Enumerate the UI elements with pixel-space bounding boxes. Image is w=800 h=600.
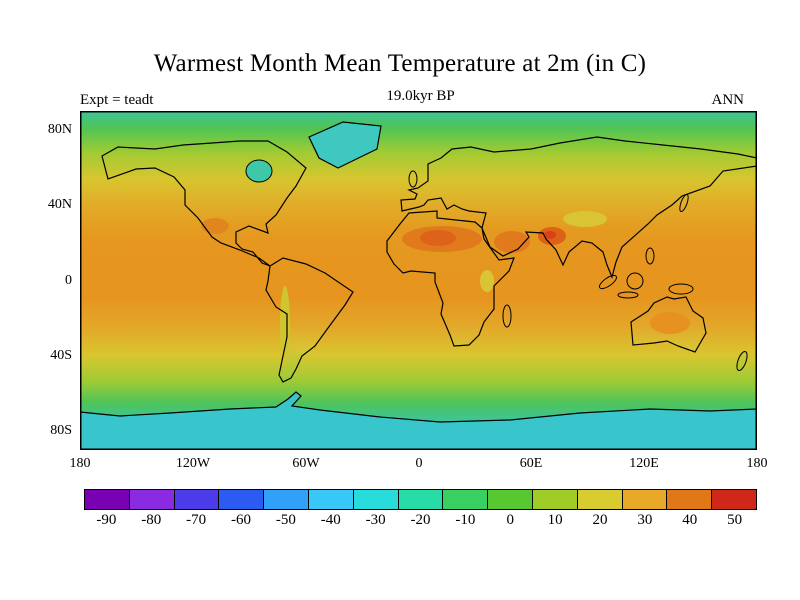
colorbar-segment xyxy=(622,490,668,509)
lon-tick-label: 180 xyxy=(69,456,91,471)
colorbar-segment xyxy=(712,490,756,509)
lon-tick-label: 0 xyxy=(415,456,423,471)
colorbar-segment xyxy=(443,490,489,509)
lon-tick-label: 60E xyxy=(519,456,543,471)
colorbar-segment xyxy=(398,490,444,509)
colorbar-label: 50 xyxy=(727,512,743,528)
colorbar-segment xyxy=(219,490,265,509)
colorbar-label: -60 xyxy=(231,512,252,528)
lat-tick-label: 40S xyxy=(50,348,72,363)
colorbar-segment xyxy=(353,490,399,509)
lon-tick-label: 60W xyxy=(292,456,320,471)
colorbar-segment xyxy=(667,490,713,509)
colorbar-label: -10 xyxy=(455,512,476,528)
colorbar-segment xyxy=(174,490,220,509)
colorbar-segment xyxy=(308,490,354,509)
map-frame xyxy=(79,111,758,451)
colorbar-segment xyxy=(577,490,623,509)
lat-tick-label: 80S xyxy=(50,423,72,438)
colorbar-label: 20 xyxy=(592,512,608,528)
chart-title: Warmest Month Mean Temperature at 2m (in… xyxy=(153,50,647,77)
colorbar-segment xyxy=(264,490,309,509)
colorbar-label: 10 xyxy=(547,512,563,528)
experiment-label: Expt = teadt xyxy=(80,92,154,108)
lon-tick-label: 120E xyxy=(629,456,659,471)
colorbar-label: -50 xyxy=(275,512,296,528)
lon-tick-label: 180 xyxy=(746,456,768,471)
colorbar-label: -20 xyxy=(410,512,431,528)
colorbar-labels: -90 -80 -70 -60 -50 -40 -30 -20 -10 0 10 20 30 40 50 xyxy=(84,512,757,532)
colorbar-segment xyxy=(532,490,578,509)
lon-tick-label: 120W xyxy=(175,456,211,471)
colorbar-label: -70 xyxy=(186,512,207,528)
colorbar-label: -90 xyxy=(96,512,117,528)
colorbar-label: 30 xyxy=(637,512,653,528)
colorbar-label: -40 xyxy=(320,512,341,528)
lat-tick-label: 0 xyxy=(65,273,72,288)
world-map xyxy=(79,111,758,451)
colorbar-label: 40 xyxy=(682,512,698,528)
colorbar-segment xyxy=(488,490,533,509)
lat-tick-label: 40N xyxy=(47,197,72,212)
lat-tick-label: 80N xyxy=(47,122,72,137)
colorbar-segment xyxy=(85,490,130,509)
time-label: 19.0kyr BP xyxy=(386,88,455,104)
colorbar-segment xyxy=(129,490,175,509)
colorbar-label: -80 xyxy=(141,512,162,528)
colorbar-label: -30 xyxy=(365,512,386,528)
colorbar-label: 0 xyxy=(506,512,514,528)
season-label: ANN xyxy=(711,92,745,108)
colorbar xyxy=(84,489,757,510)
